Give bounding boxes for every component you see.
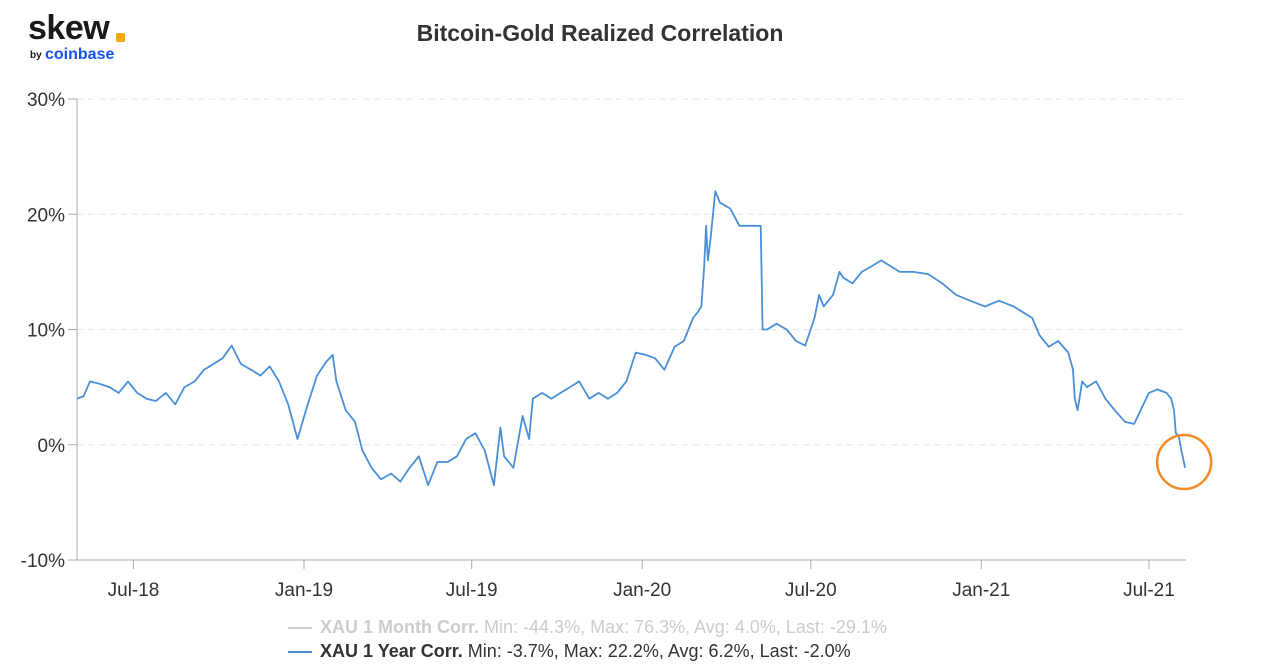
logo-dot [116, 33, 125, 42]
legend-item-year[interactable]: XAU 1 Year Corr. Min: -3.7%, Max: 22.2%,… [288, 641, 851, 662]
legend-series-name: XAU 1 Month Corr. [320, 617, 480, 637]
logo-by-text: by [30, 50, 42, 61]
y-tick-label: 10% [27, 321, 65, 342]
x-tick-label: Jan-20 [613, 580, 671, 601]
legend-series-stats: Min: -3.7%, Max: 22.2%, Avg: 6.2%, Last:… [467, 641, 851, 661]
x-tick-label: Jul-18 [108, 580, 160, 601]
x-tick-label: Jul-19 [446, 580, 498, 601]
legend-swatch-year [288, 651, 312, 654]
legend-item-month[interactable]: XAU 1 Month Corr. Min: -44.3%, Max: 76.3… [288, 617, 887, 638]
y-tick-label: 0% [38, 436, 66, 457]
chart: 30% 20% 10% 0% -10% Jul-18 Jan-19 Jul-19 Jan-20 J… [21, 90, 1213, 601]
legend-series-stats: Min: -44.3%, Max: 76.3%, Avg: 4.0%, Last… [484, 617, 887, 637]
axes: 30% 20% 10% 0% -10% Jul-18 Jan-19 Jul-19 Jan-20 J… [21, 90, 1186, 601]
logo-coinbase-text: coinbase [45, 46, 115, 63]
series-layer [76, 190, 1186, 487]
y-tick-label: 20% [27, 205, 65, 226]
highlight-circle [1155, 433, 1213, 491]
series-line-1-year-corr [76, 190, 1186, 487]
skew-logo: skew by coinbase [28, 8, 138, 68]
legend-swatch-month [288, 627, 312, 630]
grid-lines [77, 98, 1186, 446]
chart-title: Bitcoin-Gold Realized Correlation [416, 20, 784, 46]
logo-wordmark: skew [28, 9, 110, 47]
x-tick-label: Jan-19 [275, 580, 333, 601]
y-tick-label: -10% [21, 551, 65, 572]
annotation-layer [1155, 433, 1213, 491]
y-tick-label: 30% [27, 90, 65, 111]
x-tick-label: Jan-21 [952, 580, 1010, 601]
x-tick-label: Jul-20 [785, 580, 837, 601]
x-tick-label: Jul-21 [1123, 580, 1175, 601]
legend-series-name: XAU 1 Year Corr. [320, 641, 463, 661]
